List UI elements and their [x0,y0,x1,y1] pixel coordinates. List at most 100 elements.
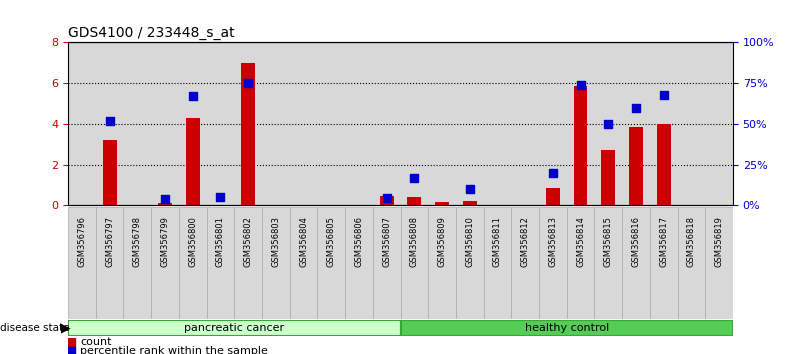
Text: percentile rank within the sample: percentile rank within the sample [80,346,268,354]
FancyBboxPatch shape [262,207,290,319]
Text: GSM356797: GSM356797 [105,216,114,267]
Bar [574,86,587,205]
Bar [207,42,235,205]
Bar [151,42,179,205]
Text: GSM356803: GSM356803 [272,216,280,267]
Text: GSM356817: GSM356817 [659,216,668,267]
Text: count: count [80,337,111,347]
Bar [602,150,615,205]
Bar [622,42,650,205]
Bar [372,42,400,205]
Point [214,194,227,200]
Text: GSM356818: GSM356818 [687,216,696,267]
Text: GSM356806: GSM356806 [355,216,364,267]
Bar [235,42,262,205]
Point [103,118,116,124]
FancyBboxPatch shape [484,207,511,319]
Point [602,121,614,127]
Text: GSM356808: GSM356808 [410,216,419,267]
FancyBboxPatch shape [594,207,622,319]
Text: GSM356816: GSM356816 [631,216,641,267]
Point [630,105,642,110]
Point [159,196,171,202]
Text: GSM356810: GSM356810 [465,216,474,267]
Point [425,235,437,240]
Bar [456,42,484,205]
Point [658,92,670,97]
Bar [546,188,560,205]
Bar [511,42,539,205]
FancyBboxPatch shape [400,320,733,336]
Text: GSM356814: GSM356814 [576,216,585,267]
FancyBboxPatch shape [179,207,207,319]
FancyBboxPatch shape [456,207,484,319]
Bar [657,124,670,205]
Bar [103,140,117,205]
Bar [380,196,393,205]
Bar [290,42,317,205]
Text: GSM356802: GSM356802 [244,216,252,267]
Bar [463,201,477,205]
Text: GSM356798: GSM356798 [133,216,142,267]
Bar [241,63,255,205]
FancyBboxPatch shape [235,207,262,319]
Bar [408,197,421,205]
Bar [123,42,151,205]
FancyBboxPatch shape [539,207,567,319]
Bar [435,202,449,205]
Text: GSM356805: GSM356805 [327,216,336,267]
Bar [629,127,643,205]
Bar [179,42,207,205]
FancyBboxPatch shape [622,207,650,319]
Bar [186,118,199,205]
Text: ▶: ▶ [61,322,70,335]
Bar [400,42,429,205]
FancyBboxPatch shape [317,207,345,319]
Bar [158,203,172,205]
Text: GDS4100 / 233448_s_at: GDS4100 / 233448_s_at [68,26,235,40]
FancyBboxPatch shape [123,207,151,319]
Text: GSM356804: GSM356804 [299,216,308,267]
Point [574,82,587,88]
Point [242,80,255,86]
Text: GSM356813: GSM356813 [549,216,557,267]
Text: GSM356799: GSM356799 [160,216,170,267]
Bar [317,42,345,205]
FancyBboxPatch shape [207,207,235,319]
Point [408,175,421,181]
Point [380,195,393,201]
Point [425,314,437,320]
FancyBboxPatch shape [705,207,733,319]
Bar [429,42,456,205]
Bar [68,42,96,205]
Text: GSM356812: GSM356812 [521,216,529,267]
FancyBboxPatch shape [567,207,594,319]
Bar [484,42,511,205]
Bar [594,42,622,205]
Bar [567,42,594,205]
FancyBboxPatch shape [511,207,539,319]
Bar [262,42,290,205]
Text: disease state: disease state [0,323,73,333]
FancyBboxPatch shape [372,207,400,319]
Text: healthy control: healthy control [525,323,609,333]
Text: pancreatic cancer: pancreatic cancer [184,323,284,333]
FancyBboxPatch shape [400,207,429,319]
Text: GSM356807: GSM356807 [382,216,391,267]
Text: GSM356800: GSM356800 [188,216,197,267]
Bar [96,42,123,205]
Text: GSM356811: GSM356811 [493,216,502,267]
Bar [705,42,733,205]
FancyBboxPatch shape [68,320,400,336]
FancyBboxPatch shape [678,207,705,319]
FancyBboxPatch shape [151,207,179,319]
FancyBboxPatch shape [345,207,372,319]
Text: GSM356819: GSM356819 [714,216,723,267]
Text: GSM356809: GSM356809 [437,216,446,267]
FancyBboxPatch shape [68,207,96,319]
Text: GSM356796: GSM356796 [78,216,87,267]
FancyBboxPatch shape [429,207,456,319]
Point [187,93,199,99]
FancyBboxPatch shape [96,207,123,319]
Point [463,186,476,192]
